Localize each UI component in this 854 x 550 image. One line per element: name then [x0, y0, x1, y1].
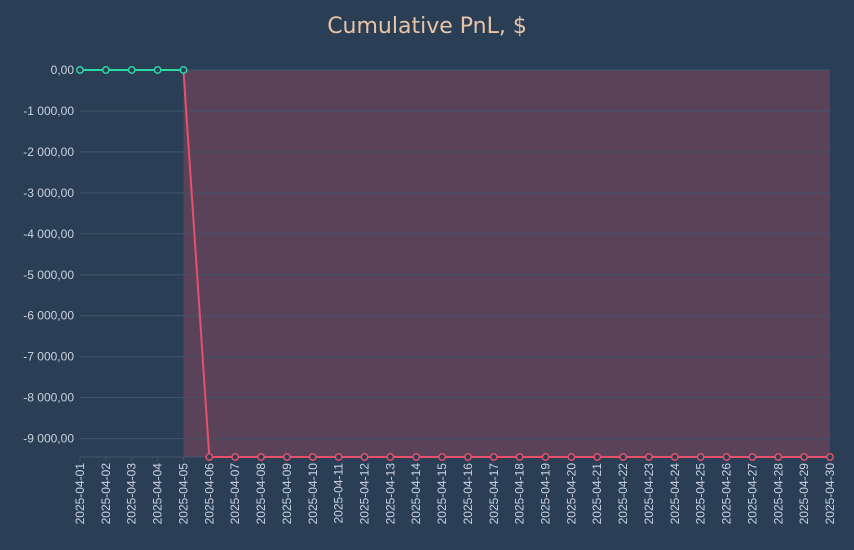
data-point	[153, 66, 162, 74]
x-tick-label: 2025-04-10	[306, 463, 320, 525]
x-tick-label: 2025-04-08	[254, 463, 268, 525]
x-tick-label: 2025-04-29	[797, 463, 811, 525]
x-tick-label: 2025-04-26	[720, 463, 734, 525]
x-tick-label: 2025-04-09	[280, 463, 294, 525]
y-tick-label: -8 000,00	[23, 391, 74, 405]
x-tick-label: 2025-04-23	[642, 463, 656, 525]
y-tick-label: -7 000,00	[23, 350, 74, 364]
data-point	[826, 453, 834, 461]
data-point	[308, 453, 317, 461]
data-point	[800, 453, 809, 461]
data-point	[386, 453, 395, 461]
data-point	[257, 453, 265, 461]
data-point	[438, 453, 447, 461]
data-point	[696, 453, 705, 461]
x-tick-label: 2025-04-16	[461, 463, 475, 525]
data-point	[774, 453, 783, 461]
y-tick-label: -1 000,00	[23, 104, 74, 118]
x-tick-label: 2025-04-18	[513, 463, 527, 525]
data-point	[489, 453, 498, 461]
data-point	[334, 453, 343, 461]
series-segment	[182, 69, 211, 458]
x-tick-label: 2025-04-06	[202, 463, 216, 525]
data-point	[76, 66, 84, 74]
data-point	[541, 453, 550, 461]
x-tick-label: 2025-04-07	[228, 463, 242, 525]
y-tick-label: -3 000,00	[23, 186, 74, 200]
data-point	[179, 66, 188, 74]
x-tick-label: 2025-04-13	[383, 463, 397, 525]
data-point	[205, 453, 214, 461]
data-point	[619, 453, 628, 461]
data-point	[567, 453, 576, 461]
x-tick-label: 2025-04-25	[694, 463, 708, 525]
x-tick-label: 2025-04-30	[823, 463, 837, 525]
x-tick-label: 2025-04-21	[590, 463, 604, 525]
x-tick-label: 2025-04-24	[668, 463, 682, 525]
x-tick-label: 2025-04-04	[151, 463, 165, 525]
x-tick-label: 2025-04-15	[435, 463, 449, 525]
x-tick-label: 2025-04-01	[73, 463, 87, 525]
y-tick-label: -4 000,00	[23, 227, 74, 241]
data-point	[593, 453, 602, 461]
data-point	[360, 453, 369, 461]
data-point	[670, 453, 679, 461]
x-tick-label: 2025-04-19	[539, 463, 553, 525]
negative-area	[183, 70, 831, 457]
y-tick-label: -5 000,00	[23, 268, 74, 282]
data-point	[101, 66, 110, 74]
x-tick-label: 2025-04-22	[616, 463, 630, 525]
y-tick-label: -6 000,00	[23, 309, 74, 323]
x-tick-label: 2025-04-20	[564, 463, 578, 525]
y-tick-label: -2 000,00	[23, 145, 74, 159]
x-tick-label: 2025-04-14	[409, 463, 423, 525]
data-point	[515, 453, 524, 461]
x-tick-label: 2025-04-27	[745, 463, 759, 525]
x-tick-label: 2025-04-28	[771, 463, 785, 525]
chart-title: Cumulative PnL, $	[327, 14, 527, 39]
y-tick-label: -9 000,00	[23, 432, 74, 446]
x-tick-label: 2025-04-12	[357, 463, 371, 525]
x-tick-label: 2025-04-05	[176, 463, 190, 525]
x-tick-label: 2025-04-11	[332, 463, 346, 524]
y-tick-label: 0,00	[51, 63, 75, 77]
x-tick-label: 2025-04-17	[487, 463, 501, 525]
data-point	[412, 453, 421, 461]
data-point	[748, 453, 757, 461]
data-point	[722, 453, 731, 461]
x-tick-label: 2025-04-02	[99, 463, 113, 525]
data-point	[463, 453, 472, 461]
data-point	[231, 453, 240, 461]
x-tick-label: 2025-04-03	[125, 463, 139, 525]
data-point	[645, 453, 653, 461]
data-point	[127, 66, 136, 74]
data-point	[282, 453, 291, 461]
